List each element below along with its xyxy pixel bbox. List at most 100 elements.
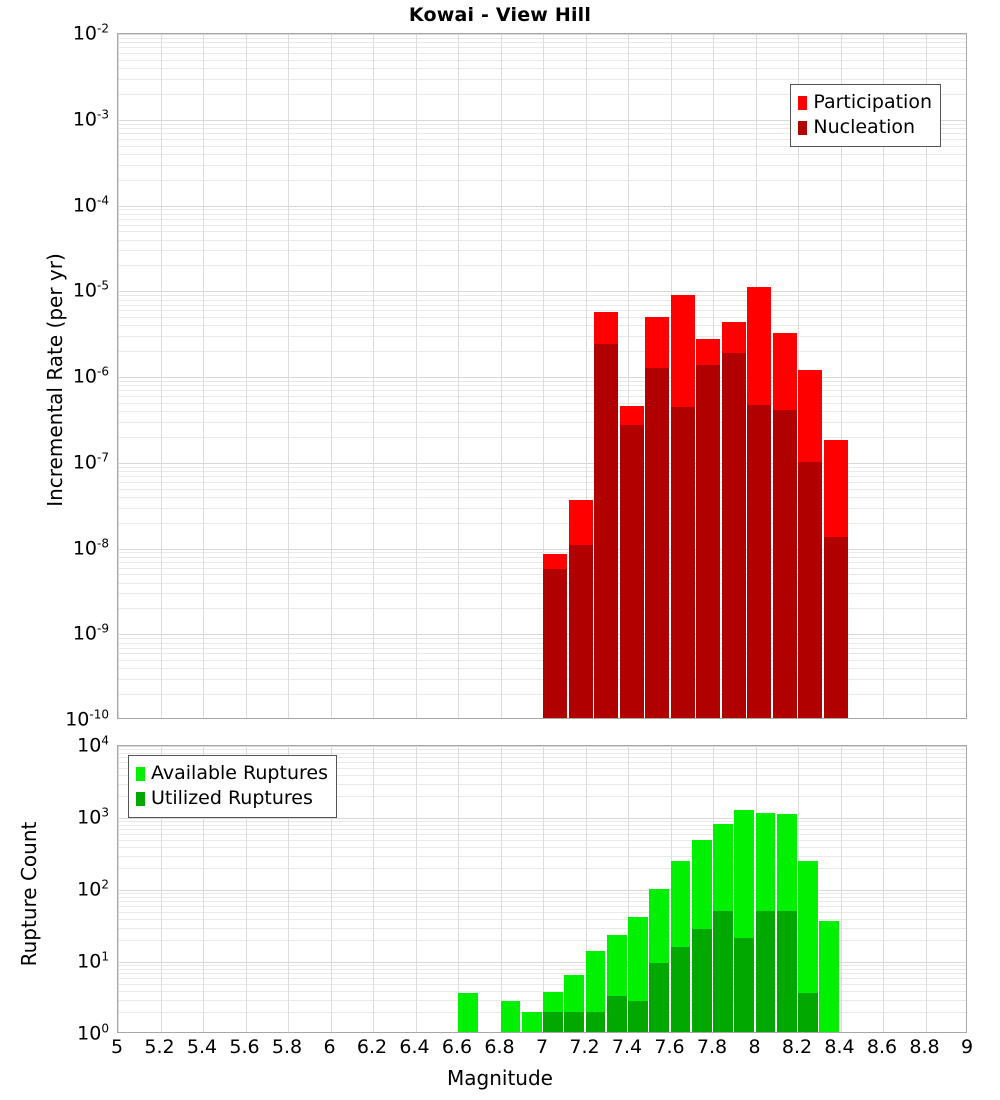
legend-item-available-ruptures[interactable]: Available Ruptures [136,761,328,786]
bar-segment-outer [819,920,840,1032]
bar [458,992,478,1032]
bar-segment-inner [696,365,721,718]
legend-item-participation[interactable]: Participation [798,90,932,115]
legend-incremental-rate: Participation Nucleation [790,84,941,147]
bar [747,287,772,718]
x-axis-tick-label: 8.4 [824,1036,855,1058]
legend-item-utilized-ruptures[interactable]: Utilized Ruptures [136,786,328,811]
bar-segment-inner [645,368,670,718]
bar [649,888,670,1032]
bar-segment-inner [747,404,772,718]
bar-segment-outer [458,992,478,1032]
bar [823,439,848,718]
x-axis-tick-label: 7.4 [611,1036,643,1058]
legend-label-participation: Participation [813,91,932,113]
bar [670,294,695,718]
x-axis-tick-label: 5 [110,1036,124,1058]
y-axis-tick-label: 103 [77,805,109,829]
bar-segment-inner [755,910,776,1032]
y-axis-tick-label: 10-2 [72,21,109,45]
bar [819,920,840,1032]
x-axis-tick-label: 5.2 [144,1036,175,1058]
x-axis-tick-label: 5.8 [271,1036,303,1058]
x-axis-tick-label: 7.6 [654,1036,685,1058]
bar-segment-inner [585,1011,606,1032]
x-axis-tick-label: 5.6 [229,1036,260,1058]
bar [696,339,721,718]
x-axis-tick-label: 6.2 [356,1036,388,1058]
bar [568,499,593,718]
bars-rupture-count [118,746,966,1032]
bar [606,935,627,1032]
bar-segment-inner [606,995,627,1032]
bar [772,332,797,718]
bar [500,1000,521,1032]
bar-segment-inner [776,910,797,1032]
bar-segment-inner [734,938,755,1032]
x-axis-tick-label: 8.8 [909,1036,940,1058]
bar-segment-inner [619,425,644,718]
y-axis-tick-label: 10-9 [72,621,109,645]
y-axis-tick-label: 101 [77,949,109,973]
bar-segment-inner [713,910,733,1032]
bar [619,406,644,718]
bar-segment-inner [594,343,619,718]
y-axis-tick-label: 10-8 [72,535,109,560]
bar [721,321,746,718]
y-axis-ticks-bottom: 104 103 102 101 100 [0,733,109,1044]
x-axis-tick-label: 6.4 [399,1036,430,1058]
bar-segment-inner [798,461,823,718]
y-axis-tick-label: 104 [77,733,109,757]
bar [645,317,670,718]
bar [594,311,619,718]
x-axis-tick-label: 6 [323,1036,336,1058]
x-axis-tick-label: 8 [748,1036,761,1058]
bar-segment-outer [585,950,606,1032]
legend-rupture-count: Available Ruptures Utilized Ruptures [128,755,337,818]
x-axis-tick-label: 9 [960,1036,974,1058]
bar [798,369,823,718]
bar-segment-inner [543,1011,563,1032]
page-title: Kowai - View Hill [408,4,592,26]
y-axis-ticks-top: 10-2 10-3 10-4 10-5 10-6 10-7 10-8 10-9 10-10 [0,21,109,730]
bar [798,860,818,1032]
nucleation-swatch-icon [798,120,808,135]
x-axis-ticks: 5 5.2 5.4 5.6 5.8 6 6.2 6.4 6.6 6.8 7 7.2 7.4 7.6 7.8 8… [0,1036,1000,1062]
bar-segment-inner [772,410,797,718]
y-axis-tick-label: 10-3 [72,107,109,131]
bar [564,974,585,1032]
bars-incremental-rate [118,34,966,718]
legend-label-utilized-ruptures: Utilized Ruptures [151,787,313,809]
legend-item-nucleation[interactable]: Nucleation [798,115,932,140]
bar-segment-inner [628,1000,648,1032]
x-axis-tick-label: 6.8 [484,1036,515,1058]
bar-segment-inner [564,1011,585,1032]
bar-segment-inner [691,928,712,1032]
bar-segment-outer [521,1011,542,1032]
bar [691,840,712,1032]
participation-swatch-icon [798,95,808,110]
bar [543,991,563,1032]
y-axis-tick-label: 100 [77,1021,109,1045]
bar-segment-inner [721,353,746,718]
x-axis-title: Magnitude [447,1066,553,1090]
bar-segment-inner [649,963,670,1032]
bar [776,814,797,1032]
bar-segment-inner [543,568,568,718]
x-axis-tick-label: 7.2 [569,1036,600,1058]
x-axis-tick-label: 8.2 [781,1036,813,1058]
bar-segment-inner [670,947,691,1032]
x-axis-tick-label: 6.6 [441,1036,473,1058]
rupture-count-plot: Available Ruptures Utilized Ruptures [117,745,967,1033]
bar-segment-outer [798,860,818,1032]
y-axis-title-top: Incremental Rate (per yr) [43,253,67,507]
y-axis-tick-label: 10-5 [72,278,109,302]
x-axis-tick-label: 7 [535,1036,549,1058]
bar [670,860,691,1032]
bar [585,950,606,1032]
legend-label-available-ruptures: Available Ruptures [151,762,328,784]
legend-label-nucleation: Nucleation [813,116,916,138]
y-axis-tick-label: 10-6 [72,364,109,388]
y-axis-tick-label: 10-10 [65,707,109,731]
